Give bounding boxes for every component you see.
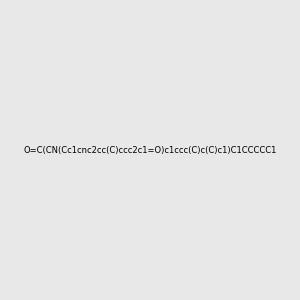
Text: O=C(CN(Cc1cnc2cc(C)ccc2c1=O)c1ccc(C)c(C)c1)C1CCCCC1: O=C(CN(Cc1cnc2cc(C)ccc2c1=O)c1ccc(C)c(C)… [23,146,277,154]
